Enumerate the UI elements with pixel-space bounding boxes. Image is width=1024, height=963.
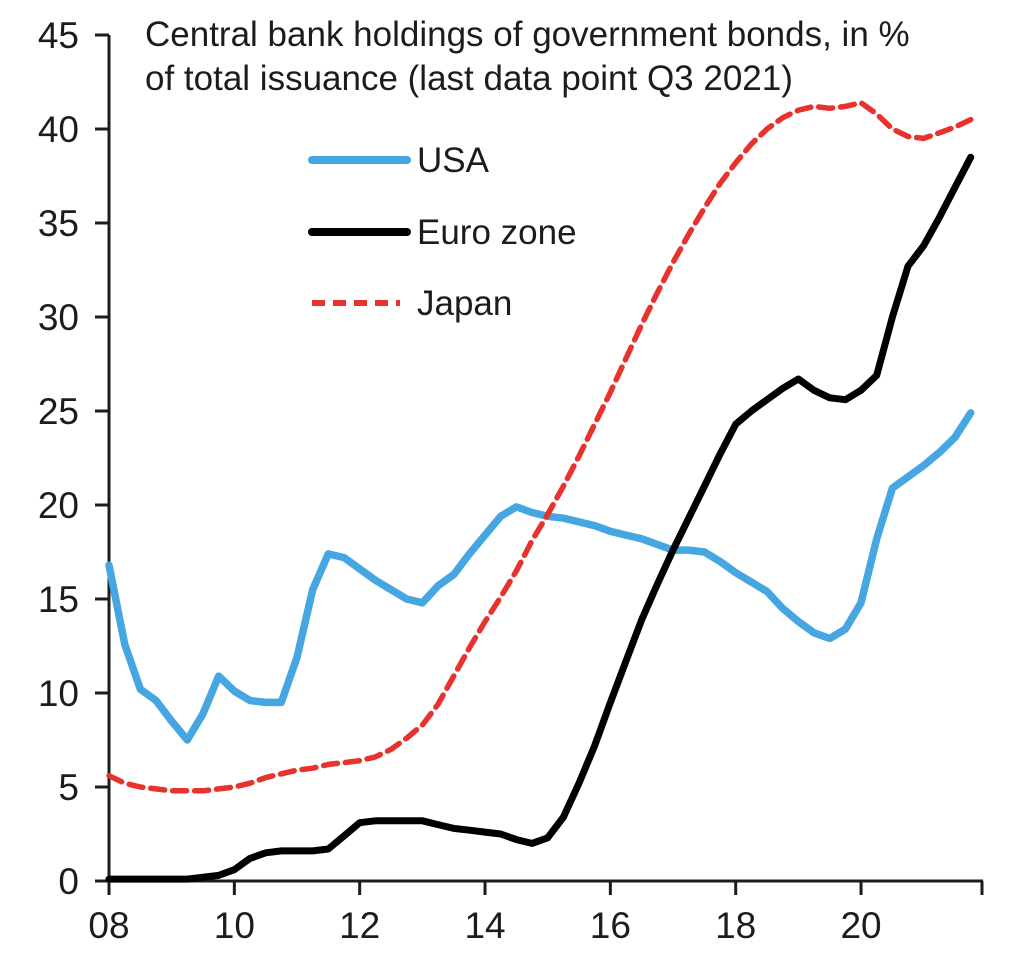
- chart-title-line2: of total issuance (last data point Q3 20…: [145, 59, 793, 98]
- x-tick-label: 12: [339, 905, 380, 946]
- y-tick-label: 0: [58, 861, 79, 902]
- y-tick-label: 15: [38, 579, 79, 620]
- x-tick-label: 10: [214, 905, 255, 946]
- axes: 0 5 10 15 20 25 30 35 40 45 08 10 12 14 16 18 20: [38, 15, 984, 946]
- usa-legend-label: USA: [417, 141, 490, 180]
- y-tick-label: 35: [38, 203, 79, 244]
- y-tick-label: 5: [58, 767, 79, 808]
- y-tick-label: 10: [38, 673, 79, 714]
- y-tick-label: 20: [38, 485, 79, 526]
- x-tick-label: 14: [464, 905, 505, 946]
- legend-item-euro-zone: Euro zone: [308, 213, 577, 252]
- x-tick-label: 16: [590, 905, 631, 946]
- y-tick-label: 30: [38, 297, 79, 338]
- japan-series-line: [106, 99, 974, 794]
- x-tick-label: 18: [715, 905, 756, 946]
- series-lines: [105, 99, 975, 883]
- y-tick-label: 45: [38, 15, 79, 56]
- legend-item-usa: USA: [308, 141, 490, 180]
- japan-legend-label: Japan: [417, 284, 512, 323]
- x-tick-label: 20: [840, 905, 881, 946]
- x-tick-label: 08: [88, 905, 129, 946]
- legend: USA Euro zone Japan: [308, 141, 577, 323]
- legend-item-japan: Japan: [312, 284, 512, 323]
- usa-series-line: [105, 409, 975, 744]
- y-tick-label: 40: [38, 109, 79, 150]
- chart-title-line1: Central bank holdings of government bond…: [145, 15, 910, 54]
- euro-zone-series-line: [105, 153, 975, 883]
- y-tick-label: 25: [38, 391, 79, 432]
- euro-zone-legend-label: Euro zone: [417, 213, 577, 252]
